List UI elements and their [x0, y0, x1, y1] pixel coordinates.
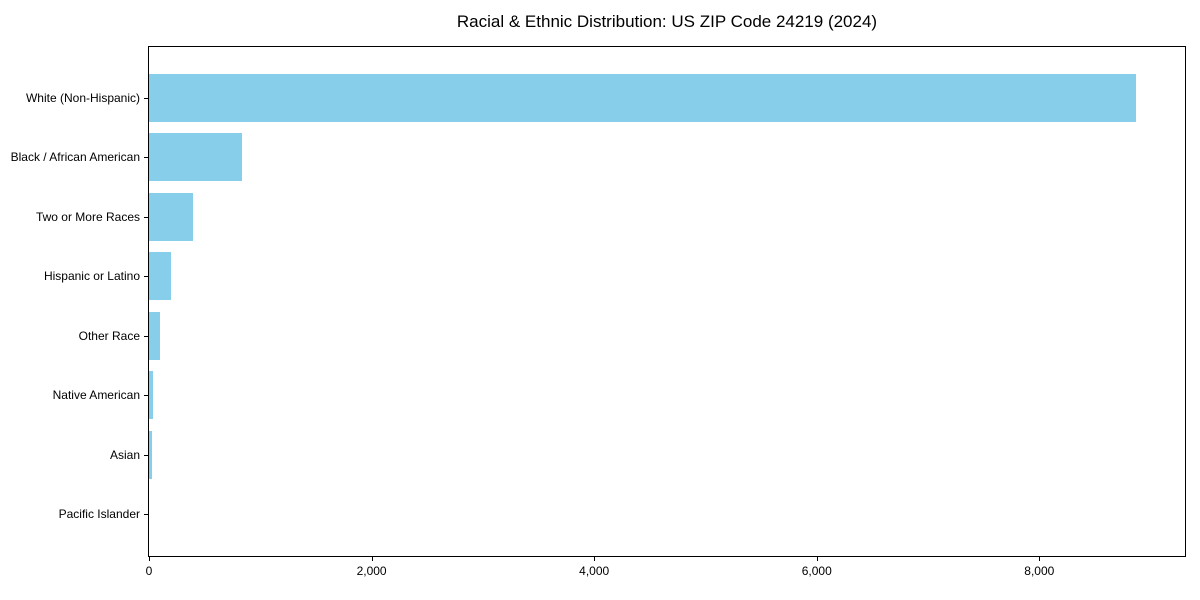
- y-tick-mark: [144, 514, 148, 516]
- bar: [149, 192, 193, 241]
- chart-title: Racial & Ethnic Distribution: US ZIP Cod…: [456, 12, 878, 31]
- y-axis-label: Two or More Races: [35, 209, 140, 224]
- bar: [149, 371, 154, 420]
- x-tick-mark: [1039, 557, 1041, 561]
- x-tick-mark: [149, 557, 150, 561]
- x-tick-mark: [594, 557, 596, 561]
- y-tick-mark: [144, 335, 148, 337]
- y-tick-mark: [144, 454, 148, 456]
- y-axis-label: Other Race: [78, 328, 140, 343]
- y-axis-label: Native American: [52, 388, 140, 403]
- y-tick-mark: [144, 395, 148, 397]
- y-tick-mark: [144, 216, 148, 218]
- y-tick-mark: [144, 276, 148, 278]
- plot-area: [148, 46, 1186, 557]
- bar: [149, 252, 171, 301]
- bar: [149, 133, 243, 182]
- bar: [149, 430, 153, 479]
- x-tick-mark: [816, 557, 818, 561]
- y-axis-label: White (Non-Hispanic): [25, 90, 140, 105]
- x-tick-label: 0: [145, 564, 153, 578]
- y-tick-mark: [144, 157, 148, 159]
- y-axis-label: Asian: [109, 447, 140, 462]
- y-tick-mark: [144, 97, 148, 99]
- bar: [149, 311, 161, 360]
- y-axis-label: Black / African American: [10, 150, 140, 165]
- bar: [149, 73, 1136, 122]
- y-axis-label: Hispanic or Latino: [43, 269, 140, 284]
- x-tick-label: 2,000: [356, 564, 387, 578]
- y-axis-label: Pacific Islander: [58, 507, 140, 522]
- x-tick-mark: [371, 557, 373, 561]
- x-tick-label: 4,000: [579, 564, 610, 578]
- x-tick-label: 6,000: [801, 564, 832, 578]
- x-tick-label: 8,000: [1024, 564, 1055, 578]
